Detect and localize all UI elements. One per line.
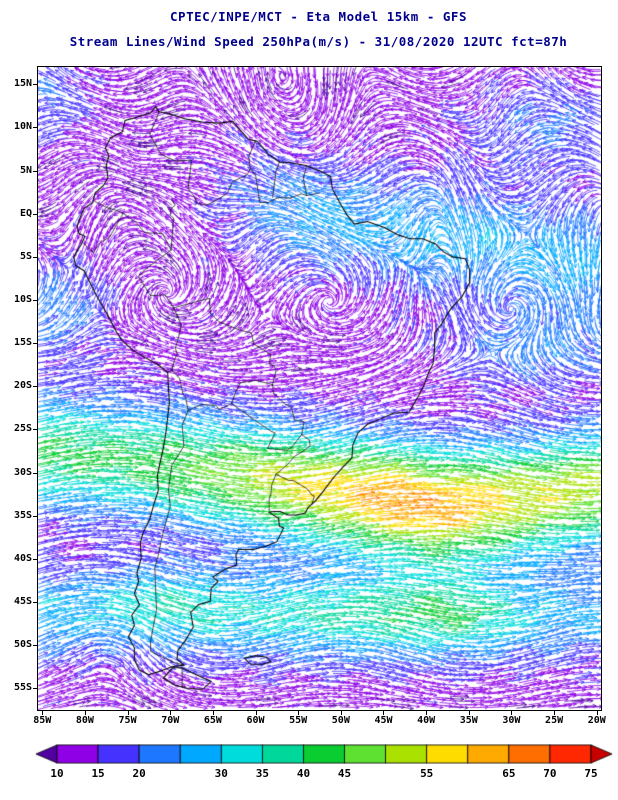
x-axis-tick: [255, 711, 257, 715]
x-axis-tick: [511, 711, 513, 715]
x-axis-tick: [42, 711, 44, 715]
x-axis-label: 85W: [33, 715, 52, 726]
colorbar-labels: 10 15 20 30 35 40 45 55 65 70 75: [35, 767, 613, 781]
colorbar-canvas: [35, 744, 613, 764]
x-axis-tick: [596, 711, 598, 715]
y-axis-label: 10S: [13, 294, 32, 306]
x-axis-label: 20W: [587, 715, 606, 726]
y-axis-label: 5S: [19, 250, 32, 262]
x-axis-tick: [554, 711, 556, 715]
x-axis-label: 30W: [502, 715, 521, 726]
y-axis-label: 25S: [13, 423, 32, 435]
colorbar-label: 70: [543, 767, 557, 780]
colorbar-label: 20: [132, 767, 146, 780]
x-axis-label: 50W: [331, 715, 350, 726]
x-axis-label: 80W: [75, 715, 94, 726]
y-axis-label: 15S: [13, 337, 32, 349]
y-axis-tick: [33, 300, 37, 302]
y-axis-tick: [33, 127, 37, 129]
chart-subtitle: Stream Lines/Wind Speed 250hPa(m/s) - 31…: [69, 34, 568, 49]
y-axis-tick: [33, 558, 37, 560]
x-axis-tick: [84, 711, 86, 715]
map-plot-area: [37, 66, 602, 711]
y-axis-label: 20S: [13, 380, 32, 392]
x-axis-tick: [212, 711, 214, 715]
y-axis-tick: [33, 645, 37, 647]
colorbar-label: 15: [91, 767, 105, 780]
y-axis-tick: [33, 170, 37, 172]
x-axis-tick: [340, 711, 342, 715]
colorbar-label: 55: [420, 767, 434, 780]
x-axis-label: 65W: [203, 715, 222, 726]
y-axis-label: 45S: [13, 596, 32, 608]
x-axis-label: 25W: [545, 715, 564, 726]
y-axis-label: 30S: [13, 466, 32, 478]
x-axis-tick: [383, 711, 385, 715]
x-axis-tick: [127, 711, 129, 715]
colorbar-label: 75: [584, 767, 598, 780]
y-axis-tick: [33, 84, 37, 86]
y-axis-tick: [33, 429, 37, 431]
colorbar-label: 30: [214, 767, 228, 780]
y-axis-label: EQ: [19, 207, 32, 219]
y-axis-label: 35S: [13, 509, 32, 521]
x-axis-label: 40W: [417, 715, 436, 726]
x-axis-label: 35W: [459, 715, 478, 726]
colorbar-label: 10: [50, 767, 64, 780]
colorbar-label: 65: [502, 767, 516, 780]
colorbar-label: 45: [337, 767, 352, 780]
colorbar: [35, 744, 613, 764]
y-axis-tick: [33, 602, 37, 604]
x-axis-label: 70W: [161, 715, 180, 726]
y-axis-label: 50S: [13, 639, 32, 651]
y-axis-tick: [33, 688, 37, 690]
colorbar-label: 35: [255, 767, 269, 780]
chart-title: CPTEC/INPE/MCT - Eta Model 15km - GFS: [170, 9, 467, 24]
y-axis-label: 10N: [13, 121, 32, 133]
x-axis-tick: [468, 711, 470, 715]
x-axis-label: 45W: [374, 715, 393, 726]
y-axis-tick: [33, 515, 37, 517]
x-axis-label: 75W: [118, 715, 137, 726]
colorbar-label: 40: [296, 767, 311, 780]
y-axis-label: 40S: [13, 552, 32, 564]
y-axis-label: 55S: [13, 682, 32, 694]
x-axis-label: 55W: [289, 715, 308, 726]
streamline-map-canvas: [38, 67, 601, 710]
y-axis-label: 5N: [19, 164, 32, 176]
y-axis-label: 15N: [13, 78, 32, 90]
x-axis-tick: [298, 711, 300, 715]
x-axis-tick: [426, 711, 428, 715]
y-axis-tick: [33, 386, 37, 388]
y-axis-tick: [33, 213, 37, 215]
y-axis-tick: [33, 472, 37, 474]
x-axis-tick: [170, 711, 172, 715]
x-axis-label: 60W: [246, 715, 265, 726]
y-axis-tick: [33, 256, 37, 258]
y-axis-tick: [33, 343, 37, 345]
